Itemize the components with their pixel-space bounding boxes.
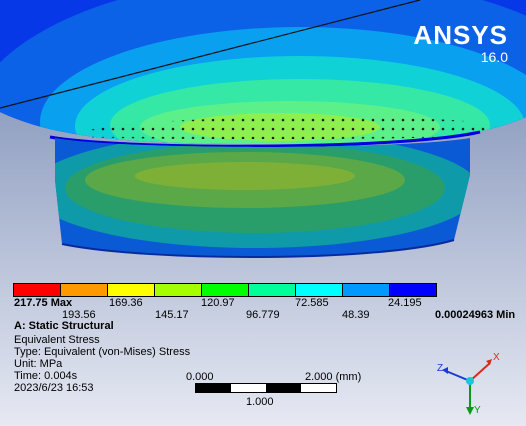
legend-swatch	[389, 284, 436, 296]
legend-swatch	[14, 284, 60, 296]
legend-value-upper-3: 72.585	[295, 297, 329, 309]
result-time: Time: 0.004s	[14, 370, 78, 382]
scale-segment	[301, 384, 336, 392]
analysis-title: A: Static Structural	[14, 320, 114, 332]
result-name: Equivalent Stress	[14, 334, 100, 346]
scale-right-label: 2.000 (mm)	[305, 371, 362, 383]
legend-color-bar	[13, 283, 437, 297]
result-type: Type: Equivalent (von-Mises) Stress	[14, 346, 191, 358]
legend-swatch	[60, 284, 107, 296]
ansys-logo: ANSYS 16.0	[413, 22, 508, 64]
legend-swatch	[342, 284, 389, 296]
legend-value-upper-1: 169.36	[109, 297, 143, 309]
legend-max-label: 217.75 Max	[14, 297, 73, 309]
result-date: 2023/6/23 16:53	[14, 382, 94, 394]
scale-left-label: 0.000	[186, 371, 214, 383]
legend-value-upper-4: 24.195	[388, 297, 422, 309]
scale-bar	[195, 383, 337, 393]
scale-middle-label: 1.000	[246, 396, 274, 408]
legend-value-upper-2: 120.97	[201, 297, 235, 309]
legend-value-lower-3: 96.779	[246, 309, 280, 321]
scale-segment	[231, 384, 266, 392]
legend-value-lower-4: 48.39	[342, 309, 370, 321]
brand-version: 16.0	[480, 49, 508, 65]
triad-icon: X Y Z	[437, 352, 500, 416]
scale-segment	[266, 384, 301, 392]
legend-value-lower-1: 193.56	[62, 309, 96, 321]
legend-value-lower-2: 145.17	[155, 309, 189, 321]
legend-swatch	[248, 284, 295, 296]
axis-y-label: Y	[474, 405, 481, 416]
legend-swatch	[154, 284, 201, 296]
legend-swatch	[201, 284, 248, 296]
legend-min-label: 0.00024963 Min	[435, 309, 516, 321]
axis-x-label: X	[493, 352, 500, 363]
axis-z-label: Z	[437, 363, 443, 374]
result-unit: Unit: MPa	[14, 358, 63, 370]
coordinate-triad[interactable]: X Y Z	[430, 343, 510, 419]
legend-swatch	[107, 284, 154, 296]
scale-segment	[196, 384, 231, 392]
brand-name: ANSYS	[413, 20, 508, 50]
legend-swatch	[295, 284, 342, 296]
